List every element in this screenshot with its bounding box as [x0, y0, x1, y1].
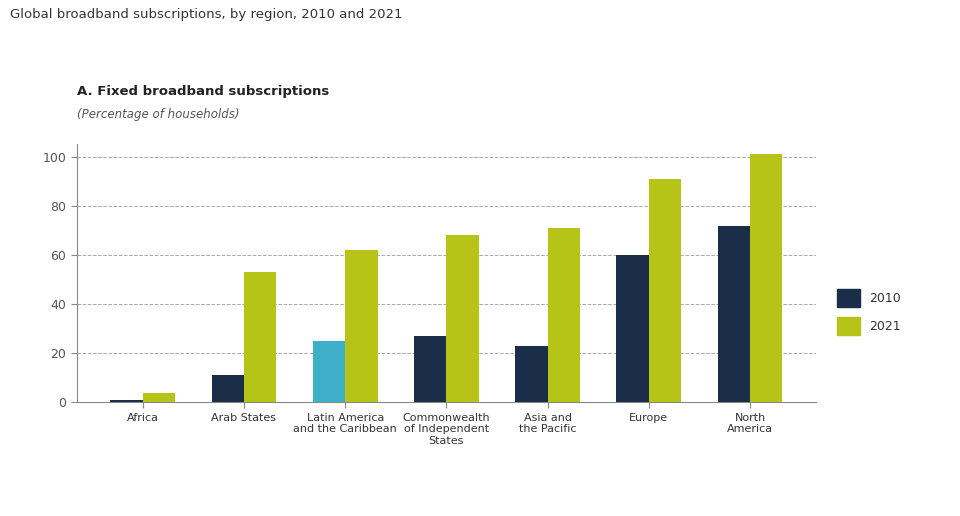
- Bar: [244, 272, 276, 402]
- Bar: [446, 235, 479, 402]
- Bar: [414, 336, 446, 402]
- Text: Global broadband subscriptions, by region, 2010 and 2021: Global broadband subscriptions, by regio…: [10, 8, 402, 21]
- Bar: [313, 341, 346, 402]
- Bar: [143, 393, 175, 402]
- Bar: [718, 225, 750, 402]
- Bar: [516, 346, 547, 402]
- Bar: [616, 255, 649, 402]
- Text: A. Fixed broadband subscriptions: A. Fixed broadband subscriptions: [77, 85, 329, 98]
- Bar: [547, 228, 580, 402]
- Bar: [211, 376, 244, 402]
- Bar: [346, 250, 377, 402]
- Bar: [750, 154, 782, 402]
- Text: (Percentage of households): (Percentage of households): [77, 108, 239, 121]
- Bar: [110, 400, 143, 402]
- Legend: 2010, 2021: 2010, 2021: [837, 289, 901, 335]
- Bar: [649, 179, 682, 402]
